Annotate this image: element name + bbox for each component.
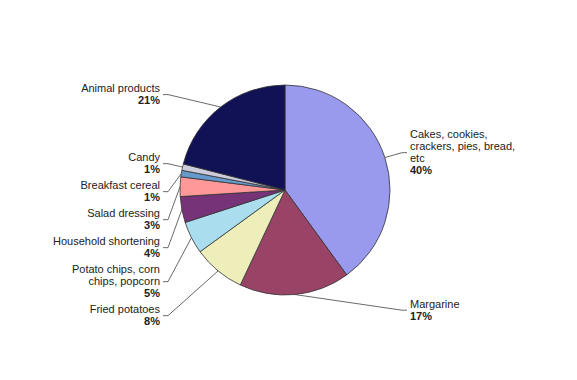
leader-line <box>163 95 221 107</box>
slice-label: Margarine <box>410 298 460 310</box>
leader-lines <box>163 95 407 316</box>
pie-chart: Cakes, cookies,crackers, pies, bread,etc… <box>0 0 577 380</box>
data-label: 1% <box>144 191 160 203</box>
data-label: 21% <box>138 94 160 106</box>
leader-line <box>163 174 181 192</box>
slices <box>180 85 390 295</box>
slice-label: Candy <box>128 151 160 163</box>
slice-label: Animal products <box>81 82 160 94</box>
leader-line <box>295 295 407 311</box>
leader-line <box>163 210 182 248</box>
slice-label: Potato chips, cornchips, popcorn <box>72 263 160 287</box>
slice-label: Salad dressing <box>87 207 160 219</box>
slice-label: Household shortening <box>53 235 160 247</box>
data-label: 17% <box>410 310 432 322</box>
data-label: 1% <box>144 163 160 175</box>
slice-label: Breakfast cereal <box>81 179 160 191</box>
data-label: 4% <box>144 247 160 259</box>
data-label: 5% <box>144 287 160 299</box>
data-label: 40% <box>410 164 432 176</box>
data-label: 8% <box>144 315 160 327</box>
labels: Cakes, cookies,crackers, pies, bread,etc… <box>53 82 515 327</box>
chart-container: Cakes, cookies,crackers, pies, bread,etc… <box>0 0 577 380</box>
slice-label: Cakes, cookies,crackers, pies, bread,etc <box>410 128 515 164</box>
slice-label: Fried potatoes <box>90 303 161 315</box>
leader-line <box>163 238 191 282</box>
leader-line <box>163 164 183 167</box>
leader-line <box>385 153 407 158</box>
data-label: 3% <box>144 219 160 231</box>
leader-line <box>163 271 218 316</box>
pie-slice <box>183 85 285 190</box>
